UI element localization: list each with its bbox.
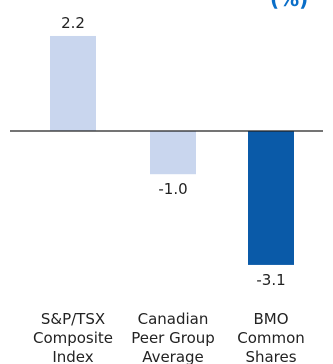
category-label-1-line-0: Canadian [138,310,209,328]
category-label-0-line-0: S&P/TSX [41,310,105,328]
category-label-2-line-2: Shares [245,348,296,364]
category-label-2-line-0: BMO [253,310,288,328]
category-label-0-line-1: Composite [33,329,113,347]
value-label-0: 2.2 [61,14,85,32]
value-labels-group: 2.2 -1.0 -3.1 [61,14,286,289]
category-label-1-line-1: Peer Group [131,329,215,347]
category-label-2-line-1: Common [237,329,305,347]
bar-0 [50,35,96,131]
category-label-1-line-2: Average [142,348,204,364]
value-label-1: -1.0 [158,180,187,198]
value-label-2: -3.1 [256,271,285,289]
category-label-0-line-2: Index [52,348,93,364]
bar-1 [150,131,196,175]
bars-group [50,35,294,265]
unit-fragment: (%) [270,0,308,11]
bar-2 [248,131,294,265]
